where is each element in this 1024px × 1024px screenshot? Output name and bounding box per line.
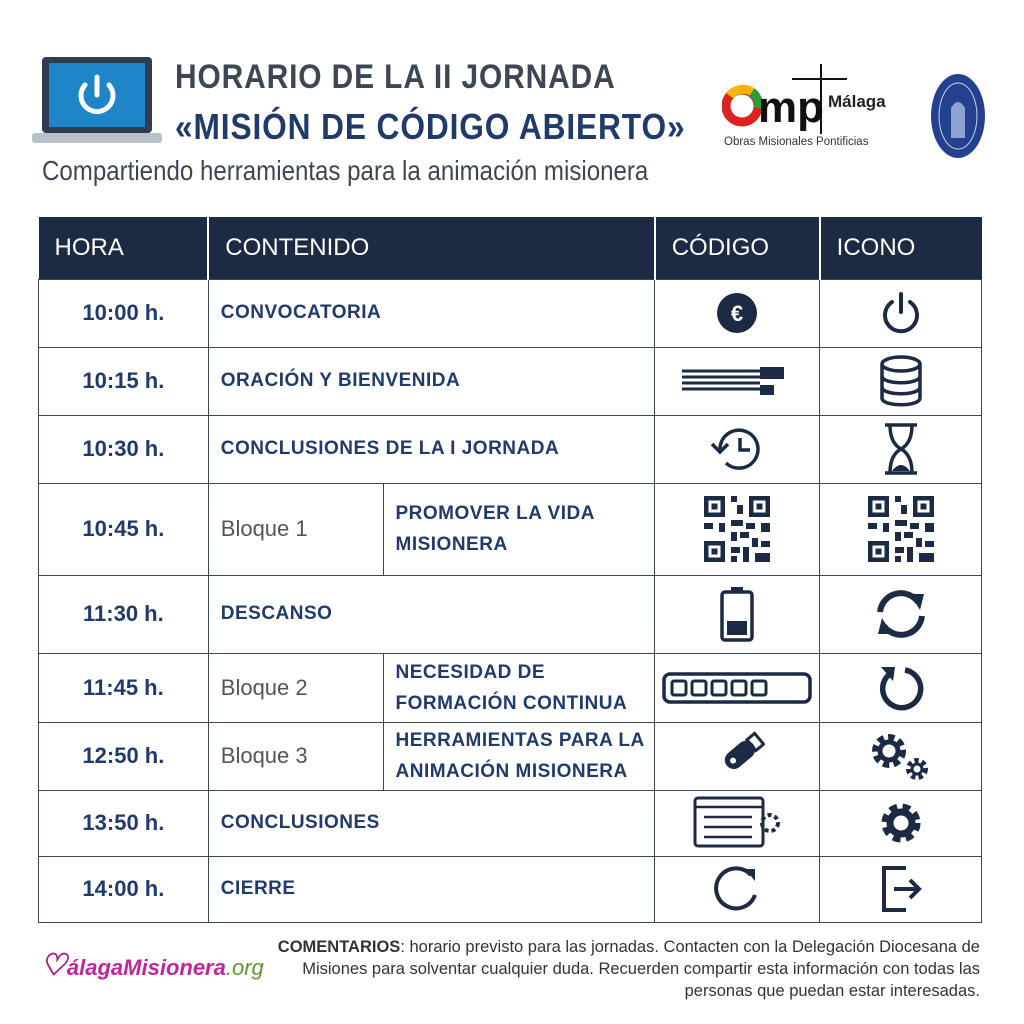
battery-low-icon [654, 574, 821, 654]
laptop-power-icon [32, 55, 162, 152]
settings-window-icon [654, 789, 821, 857]
row-contenido: CONCLUSIONES DE LA I JORNADA [207, 414, 656, 484]
usb-drive-icon [654, 721, 821, 791]
row-contenido: CIERRE [207, 855, 656, 923]
table-row: 10:15 h. ORACIÓN Y BIENVENIDA [38, 346, 982, 416]
schedule-table: HORA CONTENIDO CÓDIGO ICONO 10:00 h. CONV… [38, 217, 982, 923]
database-icon [819, 346, 982, 416]
sync-icon [819, 574, 982, 654]
qr-code-icon [819, 482, 982, 576]
gears-icon [819, 721, 982, 791]
row-contenido: DESCANSO [207, 574, 656, 654]
table-row: 13:50 h. CONCLUSIONES [38, 789, 982, 857]
row-contenido: CONCLUSIONES [207, 789, 656, 857]
table-row: 10:45 h. Bloque 1 PROMOVER LA VIDA MISIONE… [38, 482, 982, 576]
row-hora: 10:45 h. [38, 482, 209, 576]
row-bloque: Bloque 1 [207, 482, 384, 576]
rotate-icon [819, 652, 982, 723]
row-hora: 14:00 h. [38, 855, 209, 923]
row-contenido: NECESIDAD DE FORMACIÓN CONTINUA [382, 652, 656, 723]
row-hora: 11:30 h. [38, 574, 209, 654]
row-hora: 10:30 h. [38, 414, 209, 484]
title-line-1: HORARIO DE LA II JORNADA [175, 58, 616, 96]
comments: COMENTARIOS: horario previsto para las j… [277, 938, 980, 1000]
table-row: 10:30 h. CONCLUSIONES DE LA I JORNADA [38, 414, 982, 484]
header-contenido: CONTENIDO [208, 217, 656, 279]
power-icon [819, 278, 982, 348]
history-icon [654, 414, 821, 484]
ethernet-cable-icon [654, 346, 821, 416]
euro-coin-icon: € [654, 278, 821, 348]
table-row: 11:30 h. DESCANSO [38, 574, 982, 654]
row-hora: 10:00 h. [38, 278, 209, 348]
gear-icon [819, 789, 982, 857]
table-row: 14:00 h. CIERRE [38, 855, 982, 923]
row-hora: 10:15 h. [38, 346, 209, 416]
row-contenido: ORACIÓN Y BIENVENIDA [207, 346, 656, 416]
table-row: 10:00 h. CONVOCATORIA € [38, 278, 982, 348]
omp-logo: mp Málaga Obras Misionales Pontificias [722, 64, 912, 154]
row-hora: 13:50 h. [38, 789, 209, 857]
row-contenido: PROMOVER LA VIDA MISIONERA [382, 482, 656, 576]
row-hora: 12:50 h. [38, 721, 209, 791]
progress-bar-icon [654, 652, 821, 723]
table-row: 11:45 h. Bloque 2 NECESIDAD DE FORMACIÓN C… [38, 652, 982, 723]
diocese-seal [929, 72, 987, 165]
row-contenido: HERRAMIENTAS PARA LA ANIMACIÓN MISIONERA [382, 721, 656, 791]
svg-text:€: € [731, 301, 743, 326]
row-bloque: Bloque 2 [207, 652, 384, 723]
row-contenido: CONVOCATORIA [207, 278, 656, 348]
hourglass-icon [819, 414, 982, 484]
subtitle: Compartiendo herramientas para la animac… [42, 155, 649, 186]
row-hora: 11:45 h. [38, 652, 209, 723]
header-codigo: CÓDIGO [654, 217, 821, 279]
malaga-misionera-logo: ♡álagaMisionera.org [40, 949, 264, 982]
header-hora: HORA [38, 217, 210, 279]
svg-text:mp: mp [758, 83, 824, 132]
loading-circle-icon [654, 855, 821, 923]
header-icono: ICONO [819, 217, 982, 279]
row-bloque: Bloque 3 [207, 721, 384, 791]
qr-code-icon [654, 482, 821, 576]
title-line-2: «MISIÓN DE CÓDIGO ABIERTO» [175, 106, 686, 147]
exit-icon [819, 855, 982, 923]
table-row: 12:50 h. Bloque 3 HERRAMIENTAS PARA LA ANI… [38, 721, 982, 791]
